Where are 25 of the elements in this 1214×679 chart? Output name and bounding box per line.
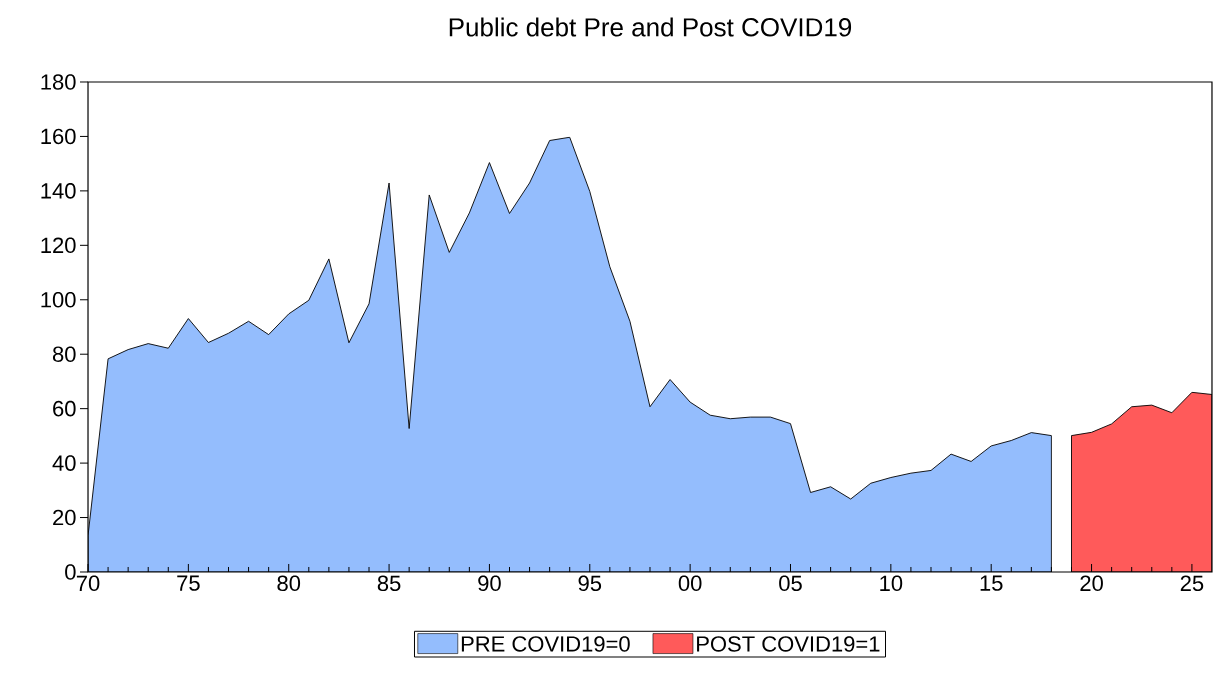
chart-title: Public debt Pre and Post COVID19 (449, 17, 852, 37)
y-tick-label: 160 (41, 128, 76, 145)
x-tick-label: 00 (678, 575, 702, 592)
y-tick-label: 20 (53, 509, 76, 526)
y-tick-label: 100 (41, 291, 76, 308)
y-tick-label: 0 (65, 564, 76, 580)
x-tick-label: 80 (277, 575, 301, 592)
y-tick-label: 140 (41, 183, 76, 199)
x-tick-label: 75 (177, 575, 200, 591)
legend-label: PRE COVID19=0 (461, 636, 630, 652)
x-tick-label: 05 (779, 575, 802, 592)
x-tick-label: 90 (478, 575, 501, 592)
y-tick-label: 120 (41, 237, 76, 254)
x-tick-label: 20 (1080, 575, 1103, 592)
x-tick-label: 10 (880, 575, 903, 592)
y-tick-label: 60 (53, 400, 76, 417)
y-tick-label: 40 (52, 455, 76, 471)
y-tick-label: 80 (52, 346, 76, 362)
y-tick-label: 180 (41, 74, 76, 90)
legend-label: POST COVID19=1 (697, 636, 880, 652)
x-tick-label: 15 (980, 575, 1003, 591)
x-tick-label: 70 (76, 575, 100, 592)
x-tick-label: 85 (377, 575, 401, 592)
x-tick-label: 95 (578, 575, 602, 592)
x-tick-label: 25 (1180, 575, 1204, 592)
